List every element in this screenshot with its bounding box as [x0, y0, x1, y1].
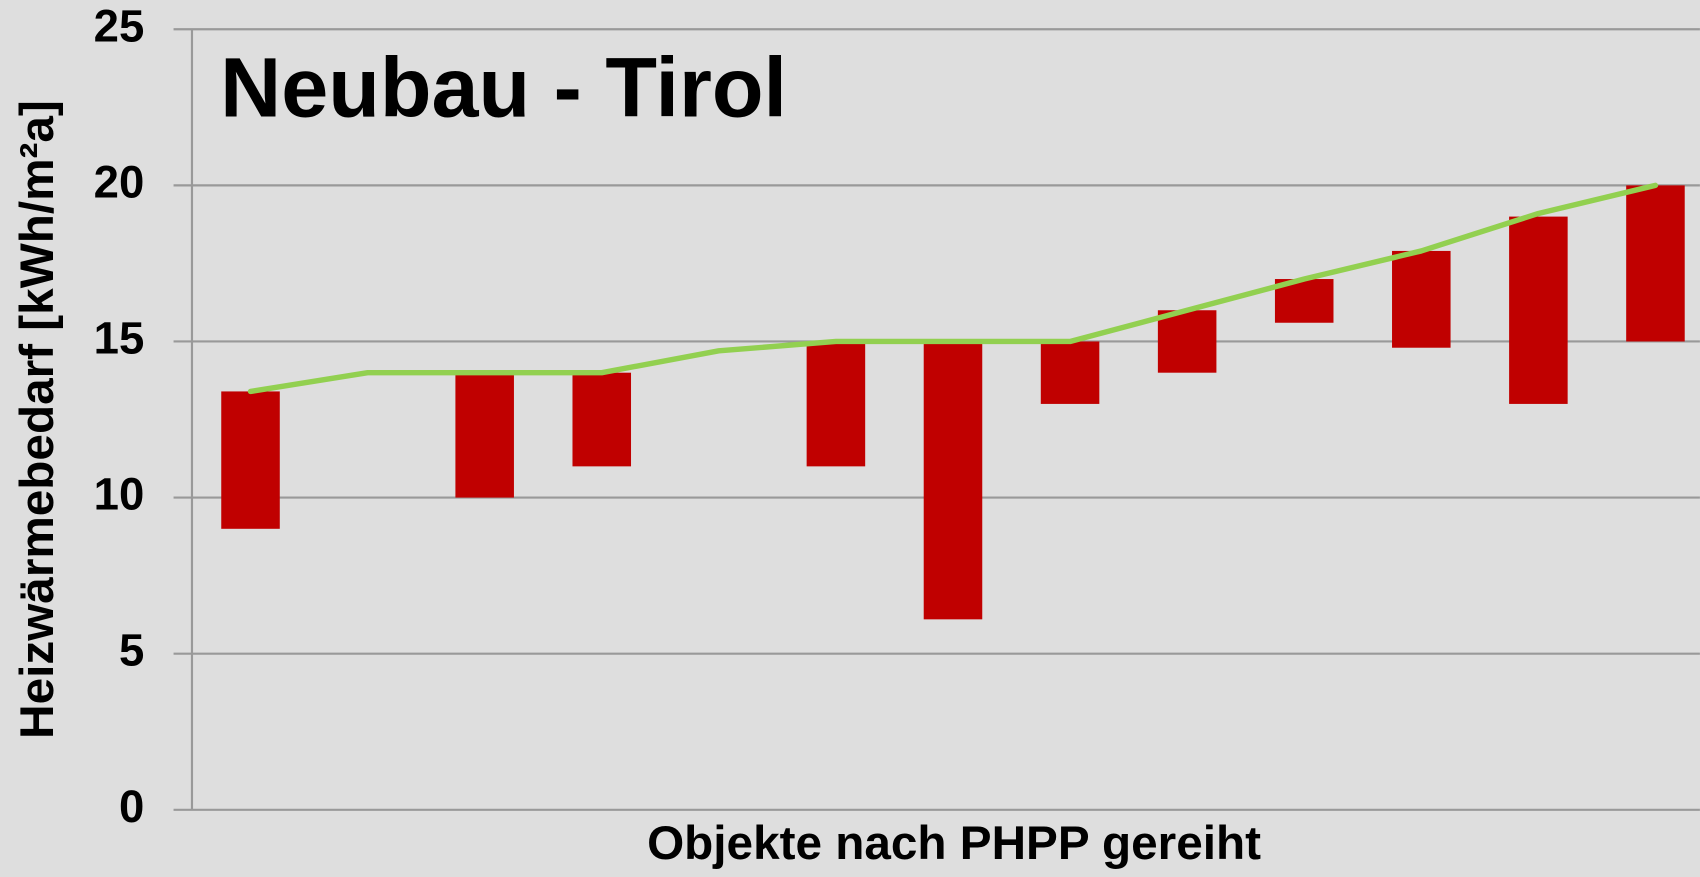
y-tick-label: 15 [94, 313, 145, 364]
bar [455, 372, 514, 498]
y-tick-label: 5 [119, 625, 144, 676]
y-tick-label: 10 [94, 469, 145, 520]
chart-title: Neubau - Tirol [220, 40, 787, 135]
bar [572, 372, 632, 467]
bar [923, 341, 983, 620]
y-tick-label: 20 [94, 156, 145, 207]
line [247, 182, 1659, 395]
y-axis-label: Heizwärmebedarf [kWh/m²a] [11, 100, 64, 739]
bar [1509, 216, 1568, 404]
bar [1392, 250, 1451, 348]
x-axis-label: Objekte nach PHPP gereiht [647, 817, 1261, 870]
bar [1040, 341, 1100, 404]
bar [221, 391, 280, 529]
y-tick-label: 25 [94, 0, 145, 51]
bar [1626, 185, 1685, 342]
bar [1157, 310, 1217, 373]
bar [806, 341, 866, 467]
y-tick-label: 0 [119, 781, 144, 832]
